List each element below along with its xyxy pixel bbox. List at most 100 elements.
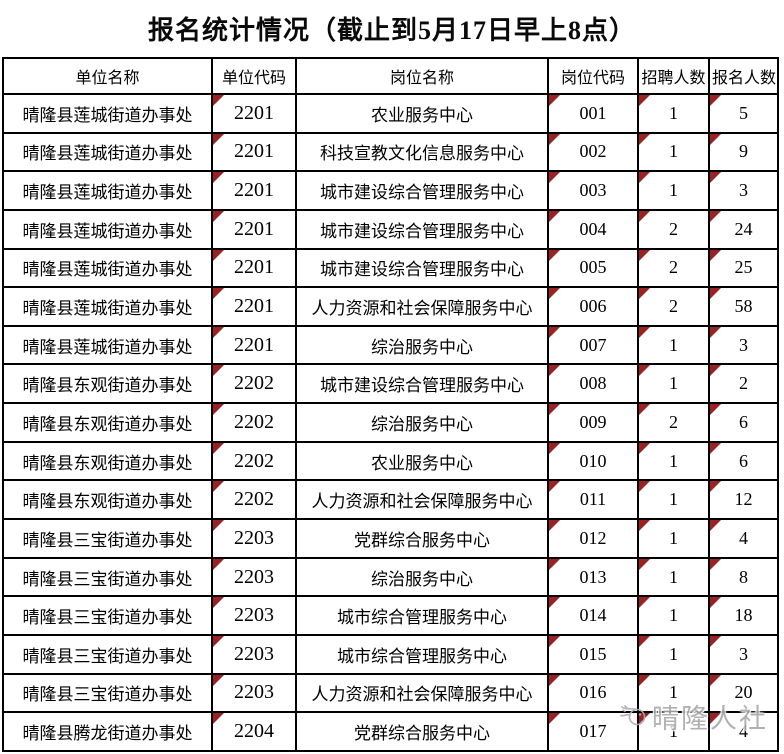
cell-unit-name: 晴隆县莲城街道办事处 [2, 131, 213, 173]
comment-marker-icon [550, 366, 560, 377]
comment-marker-icon [550, 327, 560, 338]
cell-post-name-text: 科技宣教文化信息服务中心 [320, 144, 524, 164]
comment-marker-icon [214, 559, 224, 570]
cell-post-code: 010 [547, 440, 639, 482]
cell-recruit-count: 1 [637, 556, 710, 598]
cell-unit-code: 2202 [211, 402, 297, 443]
cell-post-code: 005 [547, 247, 639, 289]
cell-unit-code-text: 2203 [234, 604, 274, 627]
cell-post-code-text: 008 [579, 373, 607, 394]
comment-marker-icon [550, 559, 560, 570]
comment-marker-icon [711, 405, 721, 416]
cell-recruit-count: 1 [637, 440, 710, 482]
cell-post-name: 综治服务中心 [295, 402, 549, 443]
registration-table: 单位名称 单位代码 岗位名称 岗位代码 招聘人数 报名人数 晴隆县莲城街道办事处… [2, 57, 779, 752]
cell-unit-code-text: 2201 [234, 256, 274, 279]
cell-applicant-count: 5 [708, 93, 779, 134]
cell-unit-name: 晴隆县莲城街道办事处 [2, 208, 213, 250]
comment-marker-icon [640, 636, 650, 647]
cell-unit-name: 晴隆县三宝街道办事处 [2, 518, 213, 559]
cell-post-code-text: 001 [579, 102, 607, 123]
cell-post-name: 党群综合服务中心 [295, 711, 549, 752]
comment-marker-icon [711, 250, 721, 261]
cell-post-code: 009 [547, 402, 639, 443]
cell-post-code-text: 009 [579, 411, 607, 432]
cell-recruit-count: 2 [637, 247, 710, 289]
cell-post-name: 农业服务中心 [295, 440, 549, 482]
cell-post-code: 002 [547, 131, 639, 173]
table-row: 晴隆县莲城街道办事处 2201 城市建设综合管理服务中心 005 2 25 [2, 247, 779, 289]
comment-marker-icon [550, 675, 560, 686]
cell-post-code: 015 [547, 633, 639, 675]
cell-post-code-text: 003 [579, 180, 607, 201]
cell-post-name: 综治服务中心 [295, 556, 549, 598]
comment-marker-icon [640, 134, 650, 145]
cell-post-name-text: 城市建设综合管理服务中心 [320, 260, 524, 280]
comment-marker-icon [711, 559, 721, 570]
cell-recruit-count: 1 [637, 633, 710, 675]
cell-unit-name-text: 晴隆县莲城街道办事处 [22, 144, 193, 164]
cell-recruit-count-text: 1 [669, 489, 678, 510]
cell-unit-code-text: 2203 [234, 565, 274, 588]
table-row: 晴隆县莲城街道办事处 2201 农业服务中心 001 1 5 [2, 93, 779, 134]
cell-unit-code-text: 2201 [234, 140, 274, 163]
cell-applicant-count-text: 4 [739, 527, 748, 548]
cell-unit-name-text: 晴隆县东观街道办事处 [22, 453, 193, 473]
cell-unit-name: 晴隆县腾龙街道办事处 [2, 711, 213, 752]
cell-unit-name-text: 晴隆县莲城街道办事处 [22, 260, 193, 280]
comment-marker-icon [711, 134, 721, 145]
comment-marker-icon [640, 405, 650, 416]
cell-post-code: 007 [547, 324, 639, 366]
cell-unit-name-text: 晴隆县三宝街道办事处 [22, 569, 193, 589]
comment-marker-icon [550, 482, 560, 493]
cell-unit-name-text: 晴隆县莲城街道办事处 [22, 221, 193, 241]
comment-marker-icon [711, 327, 721, 338]
watermark-logo-icon [616, 697, 650, 736]
cell-unit-code: 2204 [211, 711, 297, 752]
cell-applicant-count-text: 4 [739, 721, 748, 742]
cell-post-code: 003 [547, 170, 639, 211]
comment-marker-icon [711, 675, 721, 686]
cell-recruit-count: 1 [637, 93, 710, 134]
cell-applicant-count: 4 [708, 518, 779, 559]
cell-applicant-count: 3 [708, 324, 779, 366]
cell-unit-code: 2201 [211, 208, 297, 250]
cell-unit-code: 2201 [211, 93, 297, 134]
comment-marker-icon [711, 443, 721, 454]
cell-unit-code: 2203 [211, 518, 297, 559]
comment-marker-icon [214, 675, 224, 686]
cell-post-code-text: 013 [579, 566, 607, 587]
cell-unit-name: 晴隆县东观街道办事处 [2, 363, 213, 405]
comment-marker-icon [550, 598, 560, 609]
cell-recruit-count-text: 1 [669, 527, 678, 548]
table-row: 晴隆县莲城街道办事处 2201 城市建设综合管理服务中心 003 1 3 [2, 170, 779, 211]
cell-post-code-text: 012 [579, 527, 607, 548]
table-row: 晴隆县东观街道办事处 2202 城市建设综合管理服务中心 008 1 2 [2, 363, 779, 405]
cell-recruit-count: 2 [637, 286, 710, 327]
cell-unit-code: 2201 [211, 170, 297, 211]
cell-unit-code-text: 2204 [234, 720, 274, 743]
cell-post-code-text: 010 [579, 450, 607, 471]
cell-recruit-count-text: 1 [669, 334, 678, 355]
cell-applicant-count: 12 [708, 479, 779, 521]
table-row: 晴隆县三宝街道办事处 2203 城市综合管理服务中心 015 1 3 [2, 633, 779, 675]
cell-unit-name: 晴隆县三宝街道办事处 [2, 633, 213, 675]
comment-marker-icon [214, 366, 224, 377]
cell-applicant-count-text: 6 [739, 450, 748, 471]
cell-post-name-text: 城市综合管理服务中心 [337, 646, 507, 666]
comment-marker-icon [550, 443, 560, 454]
cell-post-code-text: 016 [579, 682, 607, 703]
comment-marker-icon [214, 250, 224, 261]
cell-unit-code-text: 2201 [234, 101, 274, 124]
cell-post-name: 党群综合服务中心 [295, 518, 549, 559]
comment-marker-icon [711, 521, 721, 532]
cell-post-code-text: 014 [579, 605, 607, 626]
column-header-post-code: 岗位代码 [547, 57, 639, 95]
cell-unit-code-text: 2201 [234, 179, 274, 202]
cell-unit-code: 2202 [211, 479, 297, 521]
cell-applicant-count: 8 [708, 556, 779, 598]
cell-unit-name: 晴隆县莲城街道办事处 [2, 247, 213, 289]
cell-post-name: 城市综合管理服务中心 [295, 595, 549, 636]
cell-applicant-count-text: 5 [739, 102, 748, 123]
cell-post-code: 017 [547, 711, 639, 752]
